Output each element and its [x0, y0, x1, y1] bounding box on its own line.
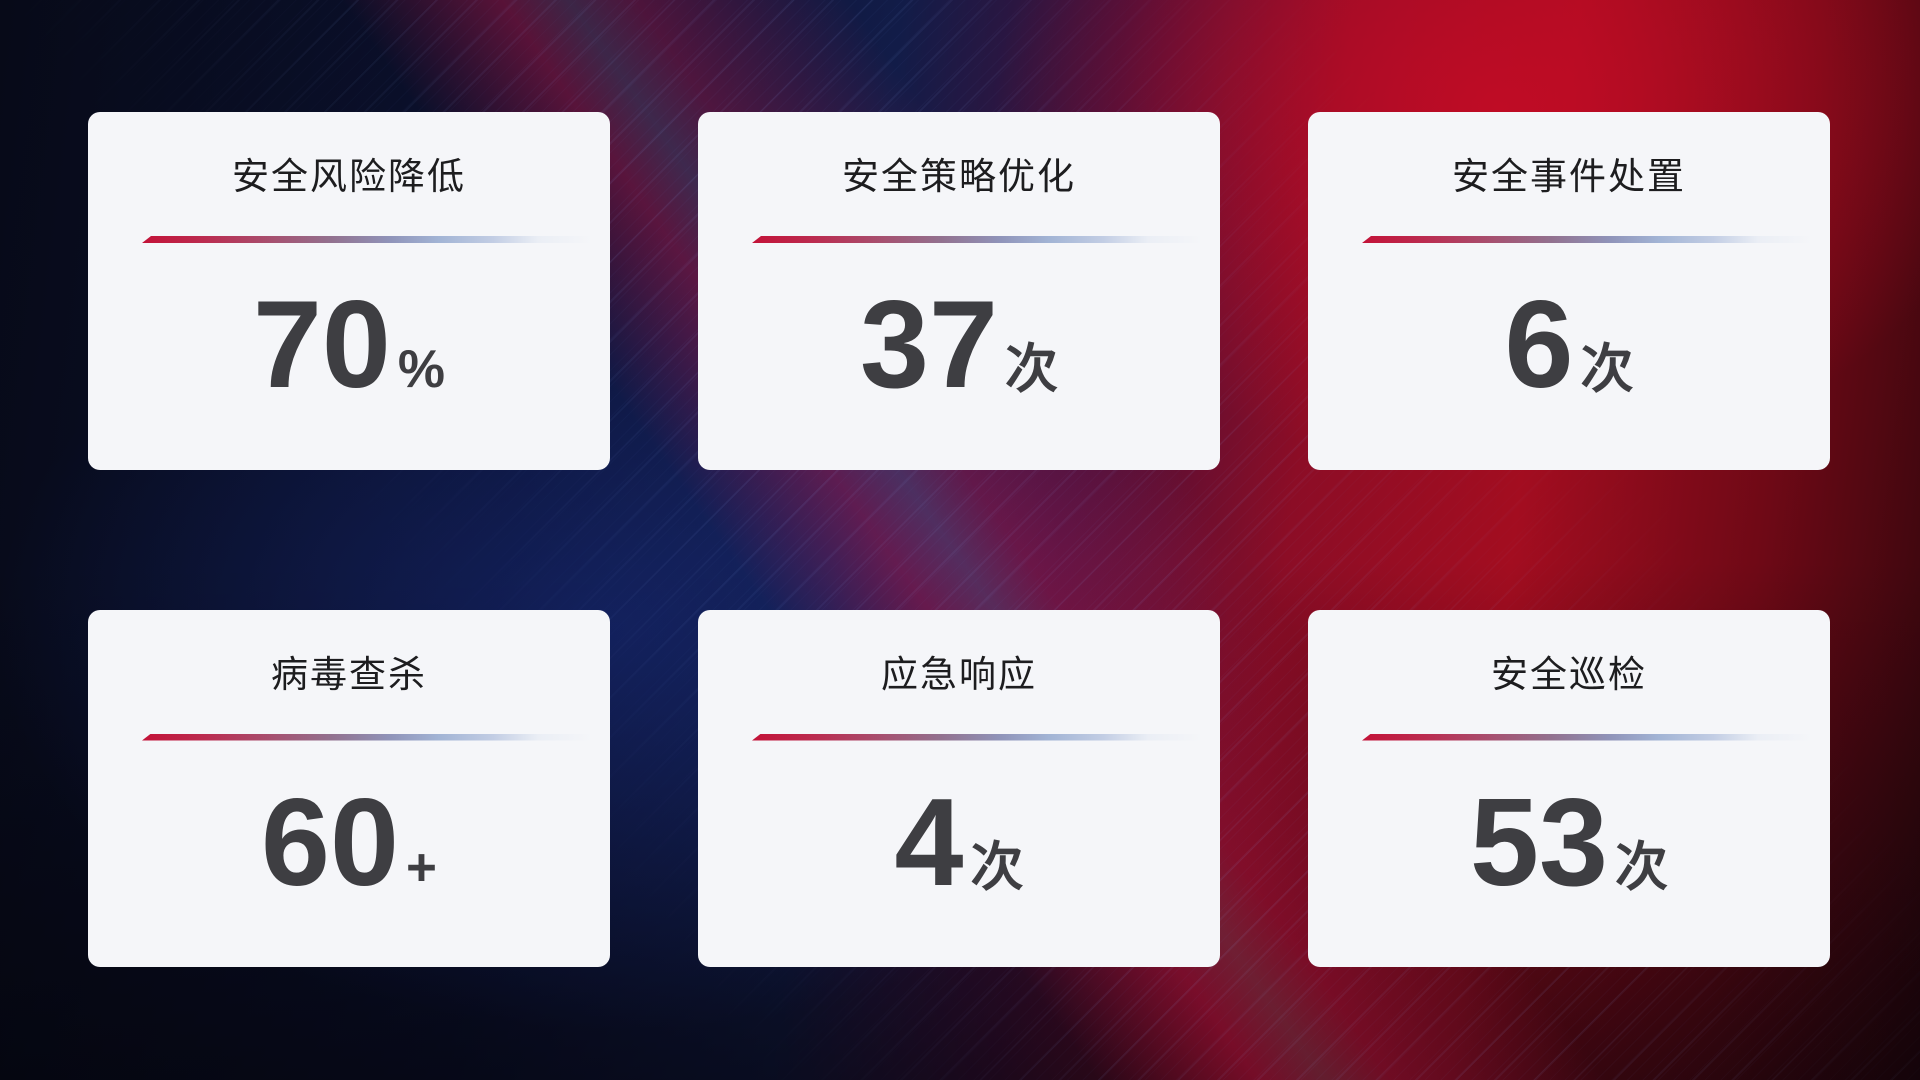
- stat-value: 6: [1504, 276, 1574, 414]
- stat-group: 60 +: [261, 781, 437, 905]
- stat-unit: %: [397, 340, 446, 399]
- card-title: 安全风险降低: [232, 156, 466, 197]
- stat-card-policy-optimization: 安全策略优化 37 次: [698, 112, 1220, 470]
- stat-value: 70: [252, 276, 391, 414]
- card-title: 病毒查杀: [271, 653, 427, 695]
- stat-value: 4: [894, 773, 964, 912]
- gradient-divider-line: [752, 236, 1202, 243]
- card-title: 安全策略优化: [842, 156, 1076, 197]
- stat-unit: 次: [1004, 340, 1058, 399]
- card-title: 安全巡检: [1491, 653, 1647, 695]
- card-title: 安全事件处置: [1452, 156, 1686, 197]
- stat-group: 37 次: [860, 283, 1058, 407]
- gradient-divider-line: [1362, 236, 1812, 243]
- stat-unit: +: [405, 837, 437, 897]
- stat-card-security-inspection: 安全巡检 53 次: [1308, 609, 1830, 967]
- stat-card-risk-reduction: 安全风险降低 70 %: [88, 112, 610, 470]
- stat-group: 6 次: [1505, 283, 1634, 407]
- card-title: 应急响应: [881, 653, 1037, 695]
- stat-value: 53: [1470, 773, 1608, 912]
- stat-card-incident-handling: 安全事件处置 6 次: [1308, 112, 1830, 470]
- gradient-divider-line: [752, 733, 1202, 741]
- gradient-divider-line: [1362, 733, 1812, 741]
- stat-group: 4 次: [895, 781, 1024, 905]
- stat-group: 53 次: [1470, 781, 1668, 905]
- gradient-divider-line: [142, 733, 592, 741]
- stat-value: 60: [261, 773, 399, 912]
- stat-group: 70 %: [253, 283, 445, 407]
- stat-value: 37: [860, 276, 998, 414]
- gradient-divider-line: [142, 236, 592, 243]
- stat-card-emergency-response: 应急响应 4 次: [698, 609, 1220, 967]
- stat-card-grid: 安全风险降低 70 % 安全策略优化 37 次 安全事件处置 6 次 病毒查: [88, 112, 1830, 967]
- stat-unit: 次: [1614, 837, 1668, 897]
- stat-card-virus-scan: 病毒查杀 60 +: [88, 609, 610, 967]
- stat-unit: 次: [970, 837, 1024, 897]
- stat-unit: 次: [1580, 340, 1634, 399]
